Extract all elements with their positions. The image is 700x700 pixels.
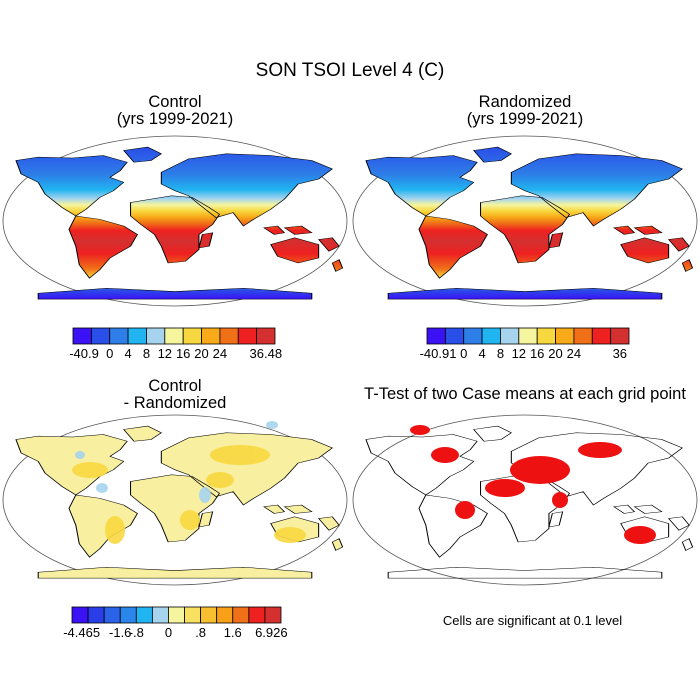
colorbar-tick-label: 6.926 [255,625,288,640]
colorbar-swatch [184,606,202,624]
colorbar-swatch [127,327,147,345]
colorbar-tick-label: 24 [567,346,581,361]
panel-control-title-line2: (yrs 1999-2021) [116,110,234,128]
panel-difference-title-line2: - Randomized [123,394,227,412]
colorbar-swatch [237,327,258,345]
colorbar-tick-label: 4 [124,346,131,361]
colorbar-swatch [555,327,575,345]
colorbar-difference: -4.465 -1.6-.8 0 .8 1.6 6.926 [63,606,288,640]
panel-randomized-map [353,136,697,306]
colorbar-tick-label: 12 [158,346,172,361]
colorbar-swatch [256,327,276,345]
panel-control-title: Control (yrs 1999-2021) [5,94,345,128]
panel-randomized-title-line1: Randomized [478,93,572,111]
colorbar-tick-label: 8 [143,346,150,361]
colorbar-swatch [248,606,266,624]
map-outline [352,414,698,586]
colorbar-swatch [481,327,501,345]
colorbar-tick-label: -40.9 [69,346,99,361]
colorbar-randomized: -40.91 0 4 8 12 16 20 24 36 [420,327,630,361]
colorbar-swatch [90,327,111,345]
colorbar-tick-label: 0 [165,625,172,640]
colorbar-swatch [219,327,239,345]
colorbar-swatch [426,327,446,345]
difference-warm-patches [72,445,306,544]
difference-cool-patches [75,421,278,503]
colorbar-tick-label: 36.48 [250,346,283,361]
colorbar-swatch [500,327,520,345]
significance-note: Cells are significant at 0.1 level [442,613,623,628]
colorbar-swatch [109,327,129,345]
colorbar-swatch [168,606,185,624]
colorbar-tick-label: 12 [512,346,526,361]
colorbar-swatch [536,327,556,345]
panel-randomized-title-line2: (yrs 1999-2021) [466,110,584,128]
colorbar-tick-label: 0 [106,346,113,361]
colorbar-tick-label: -4.465 [63,625,100,640]
colorbar-swatch [200,606,218,624]
colorbar-tick-label: 8 [497,346,504,361]
colorbar-tick-label: 16 [176,346,190,361]
colorbar-tick-label: 36 [613,346,627,361]
panel-difference-title: Control - Randomized [5,378,345,412]
colorbar-swatch [463,327,483,345]
colorbar-swatch [119,606,137,624]
colorbar-swatch [573,327,593,345]
colorbar-swatch [216,606,234,624]
panel-difference-title-line1: Control [148,377,202,395]
panel-ttest-title: T-Test of two Case means at each grid po… [350,386,700,403]
colorbar-tick-label: .8 [195,625,206,640]
colorbar-tick-label: 20 [194,346,208,361]
panel-difference-map [3,415,347,585]
colorbar-swatch [72,327,92,345]
colorbar-tick-label: 0 [460,346,467,361]
colorbar-tick-label: 4 [478,346,485,361]
colorbar-swatch [164,327,184,345]
colorbar-swatch [87,606,105,624]
colorbar-control: -40.9 0 4 8 12 16 20 24 36.48 [69,327,283,361]
colorbar-swatch [444,327,465,345]
colorbar-swatch [103,606,121,624]
colorbar-swatch [264,606,282,624]
colorbar-tick-label: -1.6 [109,625,131,640]
panel-ttest-title-line1: T-Test of two Case means at each grid po… [364,385,686,403]
colorbar-tick-label: -40.91 [420,346,457,361]
panel-randomized-title: Randomized (yrs 1999-2021) [355,94,695,128]
colorbar-tick-label: 24 [213,346,227,361]
colorbar-swatch [135,606,153,624]
colorbar-swatch [151,606,169,624]
panel-ttest-map [353,415,697,585]
colorbar-tick-label: 16 [530,346,544,361]
colorbar-tick-label: -.8 [129,625,144,640]
panel-control-map [3,136,347,306]
colorbar-swatch [201,327,221,345]
colorbar-swatch [518,327,538,345]
colorbar-tick-label: 20 [548,346,562,361]
significant-cells [410,425,656,544]
colorbar-swatch [71,606,89,624]
colorbar-swatch [591,327,612,345]
colorbar-swatch [232,606,250,624]
colorbar-swatch [182,327,202,345]
colorbar-tick-label: 1.6 [224,625,242,640]
colorbar-swatch [146,327,166,345]
colorbar-swatch [610,327,630,345]
panel-control-title-line1: Control [148,93,202,111]
figure-title: SON TSOI Level 4 (C) [255,60,445,81]
